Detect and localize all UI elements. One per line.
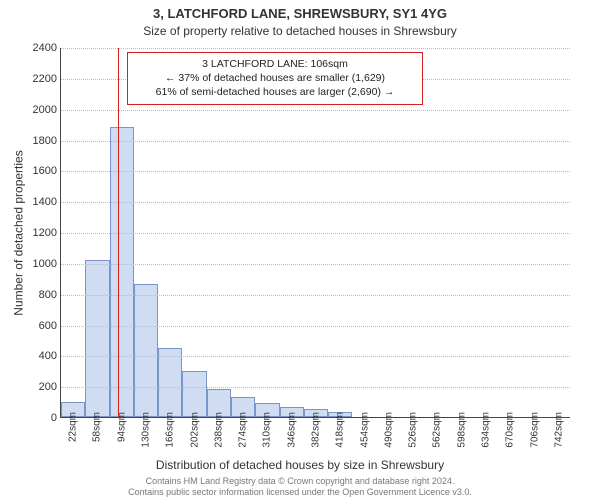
x-tick-label: 22sqm [68,412,79,442]
gridline [61,171,570,172]
x-tick-label: 490sqm [383,412,394,448]
y-tick-label: 800 [21,289,57,301]
gridline [61,295,570,296]
x-tick-label: 706sqm [529,412,540,448]
x-tick-label: 418sqm [335,412,346,448]
x-tick-label: 742sqm [553,412,564,448]
chart-subtitle: Size of property relative to detached ho… [0,24,600,38]
y-tick-label: 1800 [21,135,57,147]
gridline [61,202,570,203]
footer-attribution: Contains HM Land Registry data © Crown c… [0,476,600,499]
gridline [61,48,570,49]
x-tick-label: 454sqm [359,412,370,448]
footer-line1: Contains HM Land Registry data © Crown c… [0,476,600,487]
gridline [61,356,570,357]
y-tick-label: 400 [21,350,57,362]
y-tick-label: 1600 [21,165,57,177]
y-tick-label: 1200 [21,227,57,239]
annotation-line: ← 37% of detached houses are smaller (1,… [136,71,414,85]
y-tick-label: 2000 [21,104,57,116]
annotation-line: 3 LATCHFORD LANE: 106sqm [136,57,414,71]
gridline [61,326,570,327]
x-tick-label: 274sqm [238,412,249,448]
x-tick-label: 166sqm [165,412,176,448]
gridline [61,264,570,265]
y-tick-label: 200 [21,381,57,393]
annotation-line: 61% of semi-detached houses are larger (… [136,85,414,99]
y-tick-label: 600 [21,320,57,332]
property-marker-line [118,48,119,417]
y-tick-label: 1000 [21,258,57,270]
x-tick-label: 670sqm [505,412,516,448]
chart-title-address: 3, LATCHFORD LANE, SHREWSBURY, SY1 4YG [0,6,600,21]
gridline [61,141,570,142]
gridline [61,110,570,111]
x-tick-label: 526sqm [408,412,419,448]
histogram-bar [85,260,109,417]
x-tick-label: 382sqm [311,412,322,448]
x-tick-label: 202sqm [189,412,200,448]
x-tick-label: 130sqm [141,412,152,448]
x-tick-label: 346sqm [286,412,297,448]
y-tick-label: 2400 [21,42,57,54]
x-axis-label: Distribution of detached houses by size … [0,458,600,472]
y-tick-label: 0 [21,412,57,424]
footer-line2: Contains public sector information licen… [0,487,600,498]
histogram-bar [158,348,182,417]
x-tick-label: 310sqm [262,412,273,448]
y-tick-label: 1400 [21,196,57,208]
chart-container: 3, LATCHFORD LANE, SHREWSBURY, SY1 4YG S… [0,0,600,500]
histogram-bar [182,371,206,417]
x-tick-label: 562sqm [432,412,443,448]
histogram-bar [134,284,158,417]
annotation-box: 3 LATCHFORD LANE: 106sqm← 37% of detache… [127,52,423,105]
gridline [61,233,570,234]
x-tick-label: 598sqm [456,412,467,448]
y-tick-label: 2200 [21,73,57,85]
x-tick-label: 58sqm [92,412,103,442]
plot-area: 0200400600800100012001400160018002000220… [60,48,570,418]
x-tick-label: 238sqm [213,412,224,448]
x-tick-label: 634sqm [481,412,492,448]
gridline [61,387,570,388]
